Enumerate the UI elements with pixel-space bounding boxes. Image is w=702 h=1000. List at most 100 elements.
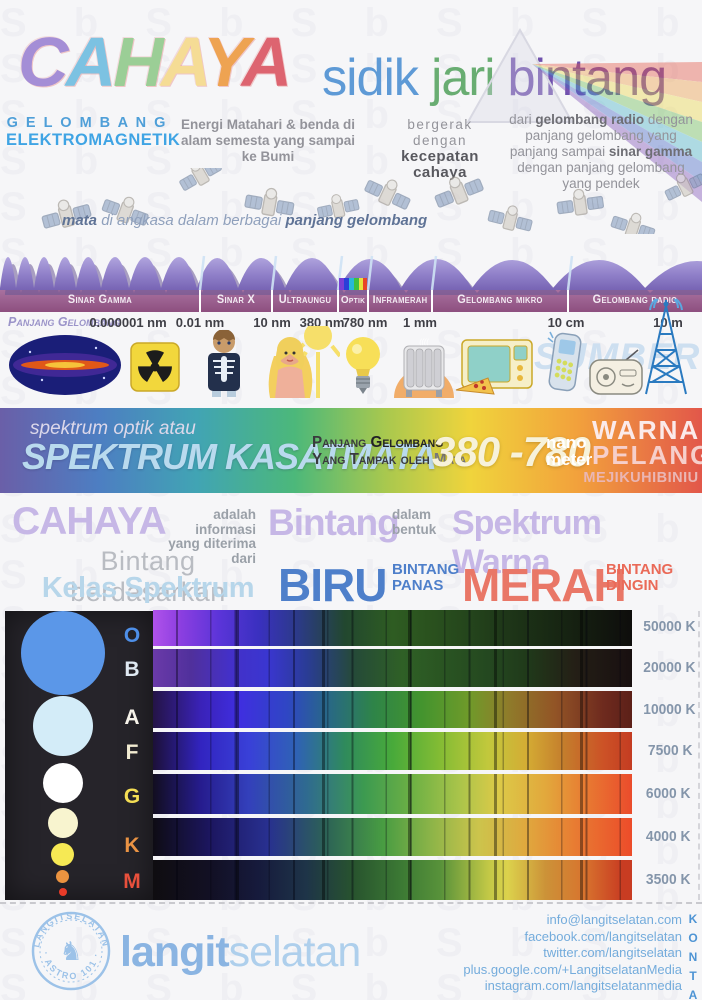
class-letter-M: M [123,870,141,893]
mid-text-dim: Mata [433,451,467,468]
intro-electromagnetic: G E L O M B A N G ELEKTROMAGNETIK [6,115,181,150]
range-text-part: dari [509,112,536,127]
contact-email: info@langitselatan.com [546,912,682,927]
star-circle-f [43,763,83,803]
band-gelombang-mikro: Gelombang mikro [457,294,543,306]
class-letter-G: G [123,785,141,808]
temp-label-F: 7500 K [647,742,693,759]
title-letter: C [18,23,69,101]
absorption-lines [153,732,632,770]
page-title: CAHAYA [18,22,293,102]
info-line: adalah informasi [195,507,256,537]
gelombang-radio-label: gelombang radio [535,112,645,127]
spectrum-strip-A [153,691,632,728]
title-letter: H [113,23,164,101]
mid-text: Yang Tampak oleh [312,451,434,468]
bintang-panas-text: BINTANG PANAS [392,562,459,594]
class-letter-F: F [125,741,139,764]
dashed-divider-bottom [0,902,702,904]
page-subtitle: sidik jari bintang [322,48,667,108]
class-letter-O: O [123,624,141,647]
caption-mata: mata [62,212,98,229]
wavelength-value: 0.01 nm [175,315,225,330]
bintang-berdasarkan-text: Bintang berdasarkan [70,546,226,607]
band-inframerah: Inframerah [372,294,428,306]
spectrum-strip-F [153,732,632,770]
contact-twitter: twitter.com/langitselatan [543,945,682,960]
info-line: yang diterima dari [168,536,256,566]
band-sinar-x: Sinar X [216,294,256,306]
cahaya-word: CAHAYA [12,500,167,543]
spectrum-strip-O [153,610,632,646]
band-dividers [199,290,569,312]
sinar-gamma-label: sinar gamma [608,144,693,159]
title-letter: A [160,23,206,101]
dingin-line: BINTANG [606,561,674,578]
kelas-spektrum-text: Kelas Spektrum [41,572,255,604]
temp-label-O: 50000 K [643,618,696,635]
radioactive-symbol-icon [130,342,180,392]
temp-label-G: 6000 K [645,785,691,802]
dalam-line: dalam [392,507,432,522]
range-text-part: dengan panjang gelombang yang panjang sa… [509,112,693,159]
panas-line: PANAS [392,577,444,594]
warna-text: WARNA [592,415,701,445]
elektromagnetik-label: ELEKTROMAGNETIK [6,131,181,149]
kecepatan-label: kecepatan cahaya [401,148,479,181]
rainbow-beam [532,62,702,202]
pelangi-text: PELANGI [592,440,702,470]
cell-phone-icon [547,331,582,392]
satellite-icon [660,168,702,205]
star-size-panel: O B A F G K M [5,611,153,900]
class-letter-B: B [124,658,140,681]
contact-facebook: facebook.com/langitselatan [524,928,682,944]
temp-label-A: 10000 K [643,701,696,718]
wavelength-value: 10 cm [547,315,585,330]
wave-caption: mata di angkasa dalam berbagai panjang g… [62,212,427,229]
temp-label-M: 3500 K [645,871,691,888]
subtitle-word: sidik [322,49,419,107]
band-ultraungu: Ultraungu [278,294,332,306]
dashed-divider-right [698,611,700,900]
langitselatan-stamp-logo: LANGITSELATAN · ASTRO 101 · ♞ [31,911,111,991]
satellite-icon [362,170,416,214]
absorption-lines [153,818,632,856]
panjang-gelombang-tampak: Panjang Gelombang Yang Tampak oleh Mata [312,434,466,468]
band-sinar-gamma: Sinar Gamma [67,294,133,306]
title-letter: A [241,23,293,101]
temp-label-K: 4000 K [645,828,691,845]
satellite-icon [429,168,486,213]
title-letter: Y [203,23,244,101]
brand-selatan: selatan [228,928,362,976]
spektrum-kasatmata-title: SPEKTRUM KASATMATA [22,436,437,477]
electromagnetic-wave [0,255,702,312]
caption-panjang-gelombang: panjang gelombang [285,212,428,229]
absorption-lines [153,610,632,646]
range-text-part: dengan panjang gelombang yang pendek [517,160,685,191]
intro-speed-text: bergerak dengan kecepatan cahaya [378,117,502,181]
spectrum-strip-G [153,774,632,814]
title-letter: A [65,23,117,101]
intro-energy-text: Energi Matahari & benda di alam semesta … [180,117,356,164]
microwave-oven-pizza-icon [455,339,533,395]
adalah-informasi-text: adalah informasi yang diterima dari [152,507,256,566]
bintang-word: Bintang [268,502,400,543]
intro-range-text: dari gelombang radio dengan panjang gelo… [504,112,698,192]
gelombang-label: G E L O M B A N G [6,115,168,131]
mid-text-bold: Gelombang [370,434,444,451]
subtitle-word: jari [431,49,495,107]
absorption-lines [153,691,632,728]
mejikuhibiniu-label: MEJIKUHIBINIU [583,470,699,486]
spectrum-strip-K [153,818,632,856]
spektrum-optik-label: spektrum optik atau [30,418,196,439]
star-circle-m2 [59,888,67,896]
star-circle-g [48,808,78,838]
uv-sun-woman-icon [268,326,340,398]
bergerak-label: bergerak dengan [407,117,473,148]
radio-tower-icon [645,298,687,395]
wave-shape [0,257,702,290]
xray-child-icon [208,330,240,397]
brand-langit: langit [120,928,230,976]
radiator-heater-icon: (((( [394,339,454,398]
